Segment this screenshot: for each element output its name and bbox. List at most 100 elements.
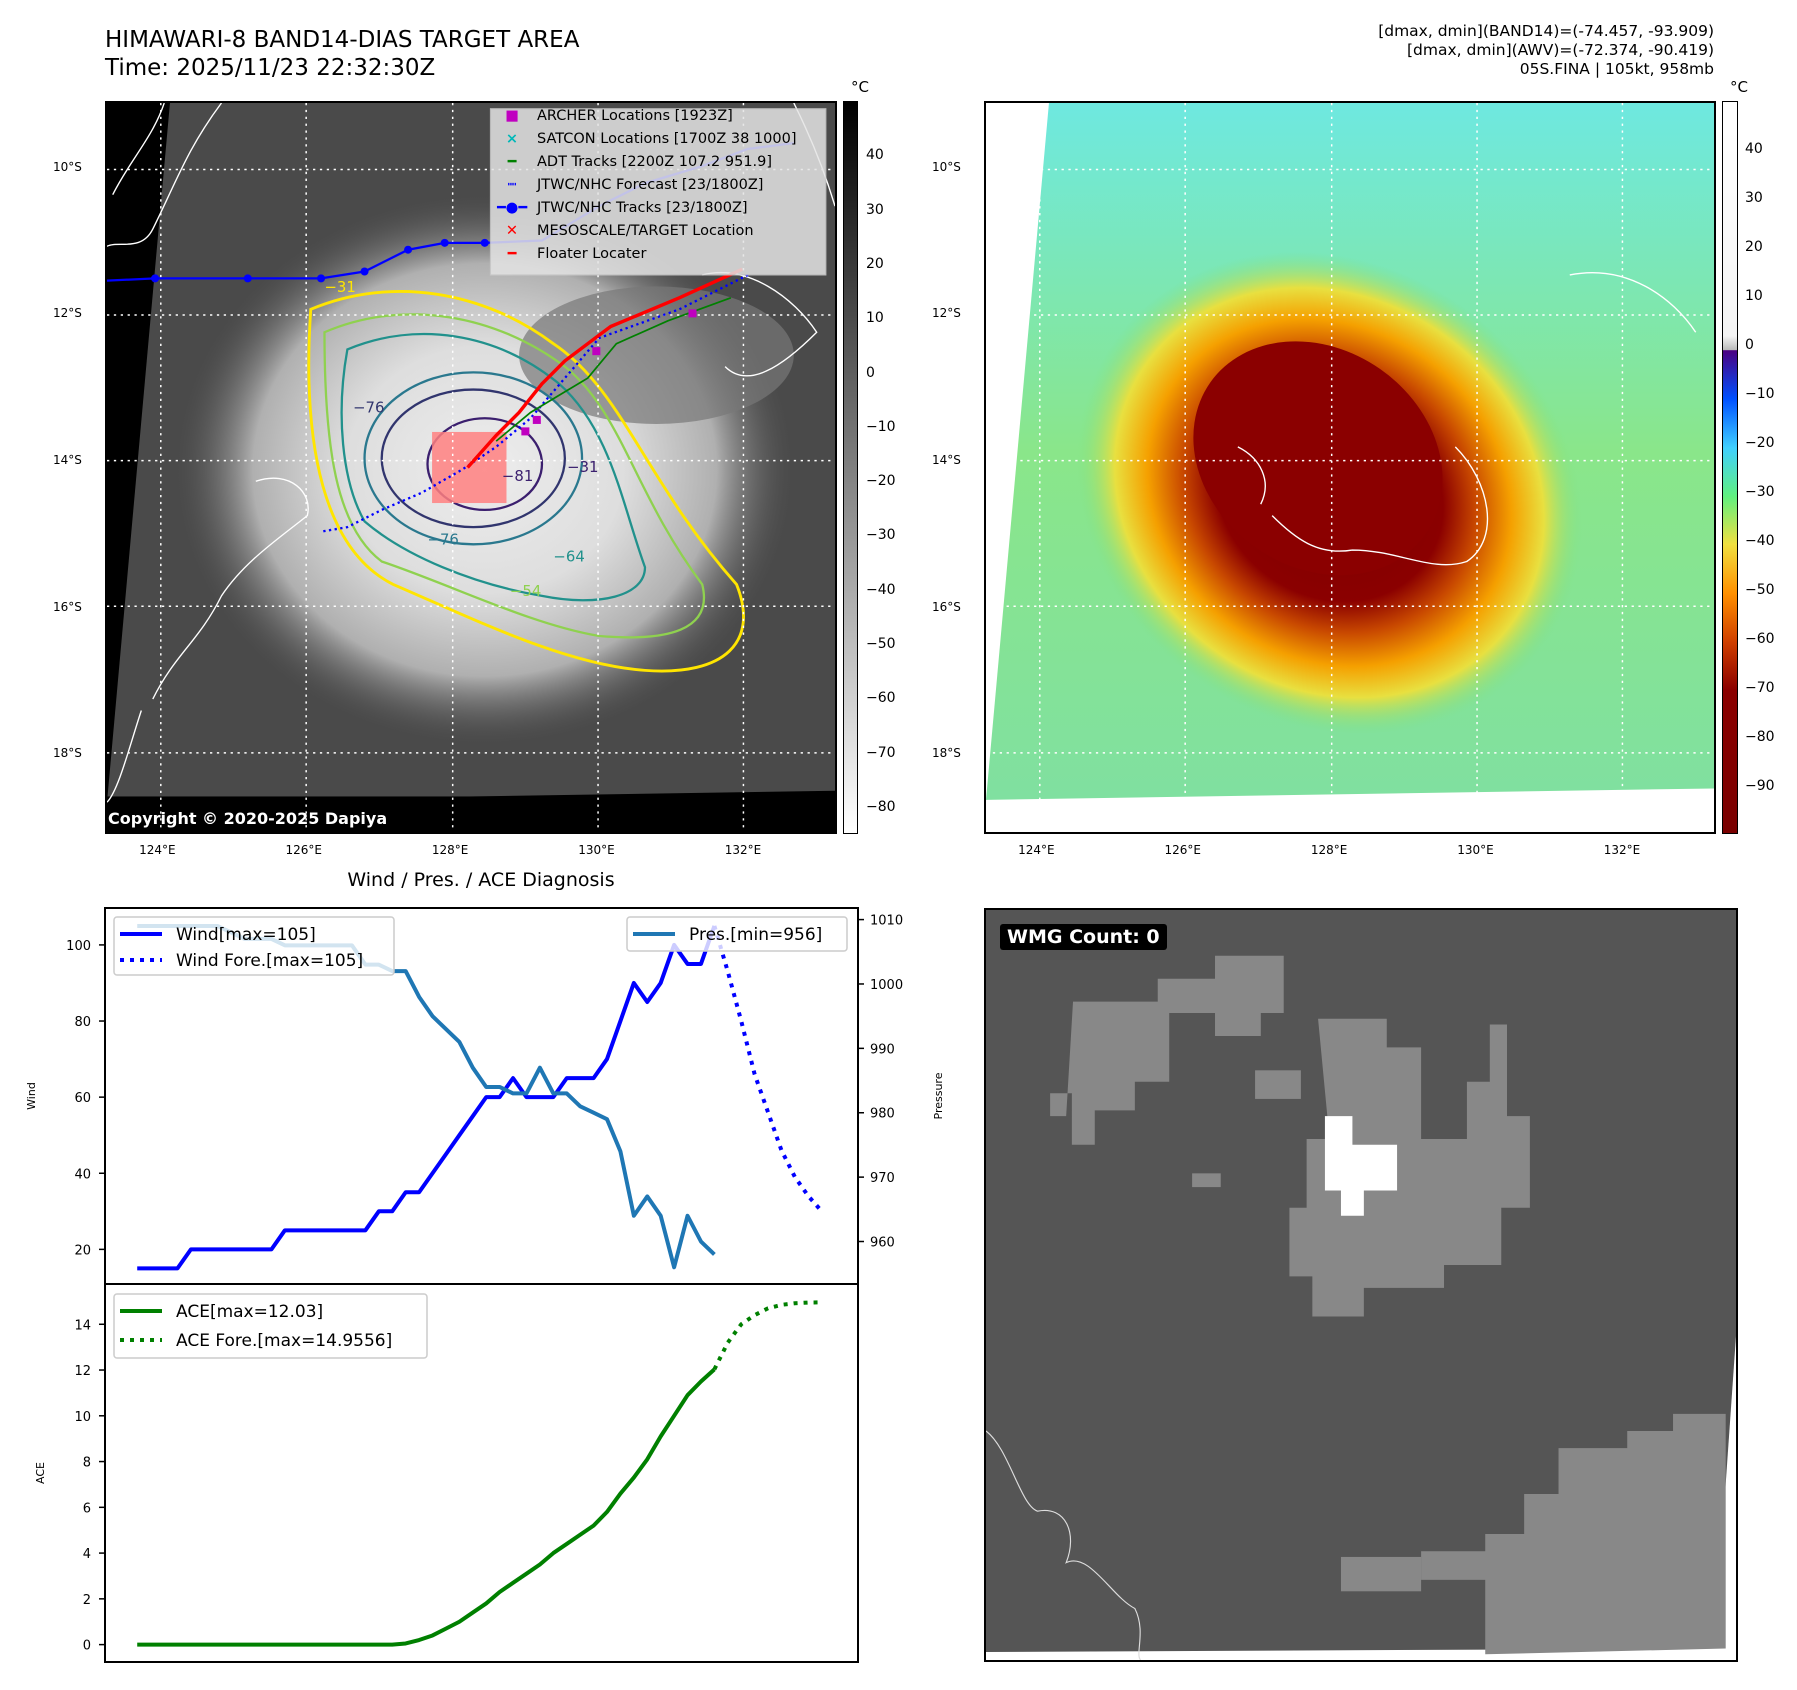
gridlines	[107, 103, 835, 832]
colorbar-tick-label: −60	[1745, 630, 1775, 647]
x-icon: ✕	[505, 223, 519, 239]
copyright: Copyright © 2020-2025 Dapiya	[108, 809, 388, 828]
ace-axis-label: ACE	[34, 1462, 47, 1484]
wmg-map	[986, 910, 1736, 1660]
legend-label: MESOSCALE/TARGET Location	[537, 223, 754, 239]
x-icon: ×	[505, 131, 519, 147]
y-tick-label: 20	[74, 1243, 91, 1258]
info-storm: 05S.FINA | 105kt, 958mb	[1519, 60, 1714, 78]
colorbar-tick-label: 0	[1745, 337, 1754, 354]
series-ace-fore--line	[712, 1300, 822, 1371]
y-tick-label: 12	[74, 1364, 91, 1379]
square-icon: ■	[505, 108, 519, 124]
colorbar-tick-label: 30	[866, 201, 884, 218]
colorbar-tick-label: 20	[1745, 239, 1763, 256]
ace-fore-legend-label: ACE Fore.[max=14.9556]	[176, 1331, 392, 1351]
y-tick-label: 6	[83, 1501, 91, 1516]
colorbar-tick-label: 40	[866, 147, 884, 164]
legend-label: SATCON Locations [1700Z 38 1000]	[537, 131, 797, 147]
line-icon: ━	[507, 154, 517, 170]
contour-label: −31	[567, 458, 598, 476]
dotted-line-icon: ┉	[507, 177, 517, 193]
colorbar-tick-label: −70	[866, 744, 896, 761]
wind-legend: Wind[max=105] Wind Fore.[max=105]	[113, 916, 395, 976]
ace-legend: ACE[max=12.03] ACE Fore.[max=14.9556]	[113, 1293, 428, 1359]
chart-title: Wind / Pres. / ACE Diagnosis	[347, 870, 614, 891]
lon-label: 128°E	[1310, 843, 1348, 857]
info-band14: [dmax, dmin](BAND14)=(-74.457, -93.909)	[1378, 22, 1714, 40]
line-dot-icon: ━●━	[496, 200, 528, 216]
legend-target: ✕ MESOSCALE/TARGET Location	[487, 223, 827, 246]
legend-jtwc-tracks: ━●━ JTWC/NHC Tracks [23/1800Z]	[487, 200, 827, 223]
adt-track	[495, 297, 732, 442]
y-tick-label: 60	[74, 1091, 91, 1106]
y-right-tick-label: 970	[870, 1171, 895, 1186]
legend-label: JTWC/NHC Tracks [23/1800Z]	[537, 200, 748, 216]
y-tick-label: 8	[83, 1456, 91, 1471]
lat-label: 14°S	[53, 453, 82, 468]
legend-label: ADT Tracks [2200Z 107.2 951.9]	[537, 154, 773, 170]
y-tick-label: 40	[74, 1167, 91, 1182]
lat-label: 14°S	[932, 453, 961, 468]
series-ace-line	[137, 1367, 716, 1647]
legend-satcon: × SATCON Locations [1700Z 38 1000]	[487, 131, 827, 154]
colorbar-tick-label: 30	[1745, 190, 1763, 207]
colorbar-tick-label: −50	[1745, 581, 1775, 598]
ir-map-panel: −31 −76 −81 −76 −64 −54 −31	[105, 101, 837, 834]
gridlines	[986, 103, 1714, 803]
pressure-legend-label: Pres.[min=956]	[689, 925, 822, 945]
lat-label: 12°S	[53, 306, 82, 321]
lat-label: 12°S	[932, 306, 961, 321]
y-right-tick-label: 990	[870, 1042, 895, 1057]
y-tick-label: 14	[74, 1318, 91, 1333]
colorbar-tick-label: 0	[866, 364, 875, 381]
y-right-tick-label: 960	[870, 1236, 895, 1251]
y-tick-label: 0	[83, 1639, 91, 1654]
wmg-count-label: WMG Count: 0	[1000, 924, 1167, 950]
ir-map: −31 −76 −81 −76 −64 −54 −31	[107, 103, 835, 832]
legend-floater: ━ Floater Locater	[487, 246, 827, 269]
y-tick-label: 4	[83, 1547, 91, 1562]
legend-archer: ■ ARCHER Locations [1923Z]	[487, 108, 827, 131]
contour-label: −54	[510, 582, 541, 600]
wmg-panel	[984, 908, 1738, 1662]
coastline	[986, 1430, 1142, 1660]
colorbar-unit: °C	[851, 78, 869, 96]
legend-label: Floater Locater	[537, 246, 647, 262]
colorbar-tick-label: −70	[1745, 679, 1775, 696]
line-icon: ━	[507, 246, 517, 262]
colorbar-tick-label: 10	[1745, 288, 1763, 305]
colorbar-unit: °C	[1730, 78, 1748, 96]
wmg-region	[1050, 955, 1726, 1655]
diagnosis-charts: Wind / Pres. / ACE Diagnosis 20406080100…	[25, 870, 945, 1663]
series-pres--line	[137, 924, 716, 1270]
title-line: HIMAWARI-8 BAND14-DIAS TARGET AREA	[105, 27, 580, 53]
lon-label: 132°E	[724, 843, 762, 857]
lon-label: 130°E	[1457, 843, 1494, 857]
wmg-peak	[1324, 1116, 1398, 1216]
y-right-tick-label: 1010	[870, 914, 903, 929]
coastline	[1237, 272, 1697, 566]
colorbar-tick-label: −30	[1745, 483, 1775, 500]
legend-label: JTWC/NHC Forecast [23/1800Z]	[537, 177, 764, 193]
legend-adt: ━ ADT Tracks [2200Z 107.2 951.9]	[487, 154, 827, 177]
y-tick-label: 80	[74, 1015, 91, 1030]
colorbar-tick-label: −90	[1745, 777, 1775, 794]
lon-label: 128°E	[431, 843, 469, 857]
wind-axis-label: Wind	[25, 1082, 38, 1110]
lon-label: 126°E	[285, 843, 322, 857]
colorbar-tick-label: 40	[1745, 141, 1763, 158]
jtwc-track-points	[151, 238, 489, 283]
map-legend-bg	[489, 108, 827, 276]
jtwc-forecast	[320, 273, 749, 533]
map-legend: ■ ARCHER Locations [1923Z] × SATCON Locati…	[487, 108, 827, 269]
ir-colorbar	[843, 101, 858, 834]
lat-label: 10°S	[53, 159, 82, 174]
y-right-tick-label: 980	[870, 1107, 895, 1122]
y-tick-label: 10	[74, 1410, 91, 1425]
series-wind-fore--line	[712, 925, 824, 1213]
lat-label: 10°S	[932, 159, 961, 174]
legend-jtwc-forecast: ┉ JTWC/NHC Forecast [23/1800Z]	[487, 177, 827, 200]
colorbar-tick-label: −40	[866, 581, 896, 598]
